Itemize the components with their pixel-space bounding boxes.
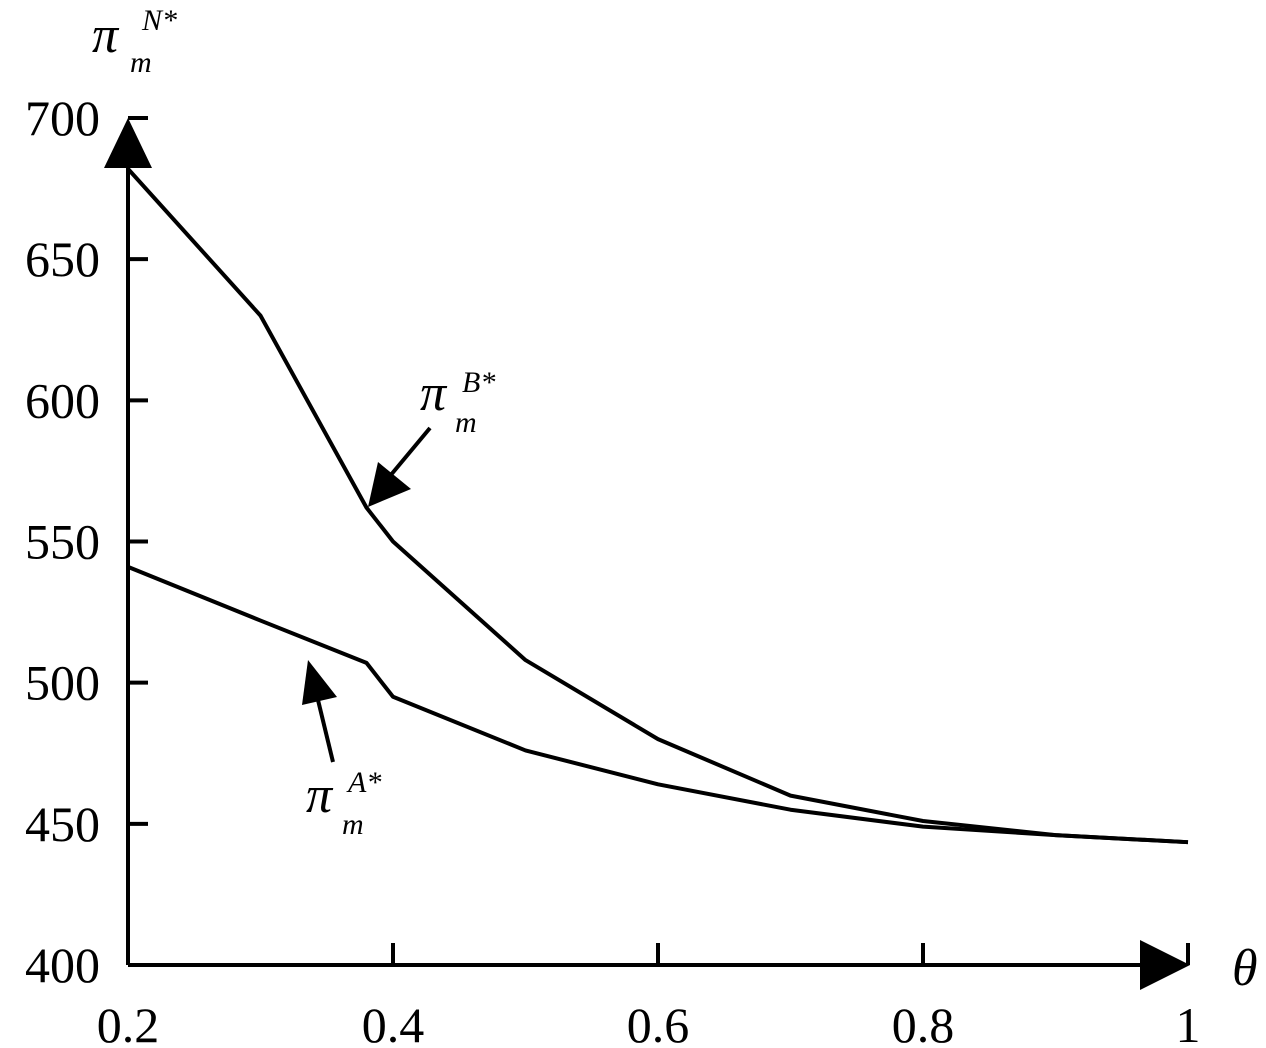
y-tick-label: 500: [25, 655, 100, 711]
y-tick-label: 550: [25, 514, 100, 570]
annotation-sub: m: [455, 406, 477, 439]
y-tick-label: 650: [25, 231, 100, 287]
axes: [126, 140, 1150, 967]
annotation-arrow: [388, 426, 432, 478]
y-tick-label: 400: [25, 937, 100, 993]
y-label-symbol: π: [92, 7, 120, 64]
x-tick-label: 0.2: [97, 997, 160, 1048]
y-tick-label: 450: [25, 796, 100, 852]
annotation-arrow: [316, 699, 335, 763]
annotation-a: π m A*: [302, 660, 381, 841]
y-tick-label: 700: [25, 90, 100, 146]
line: [126, 167, 1189, 845]
annotation-sup: A*: [346, 766, 381, 799]
y-label-sup: N*: [141, 4, 177, 37]
line: [127, 565, 1189, 845]
x-tick-label: 0.8: [892, 997, 955, 1048]
annotation-sub: m: [342, 808, 364, 841]
y-tick-label: 600: [25, 372, 100, 428]
annotation-b: π m B*: [368, 365, 495, 507]
x-tick-label: 0.6: [627, 997, 690, 1048]
x-tick-label: 1: [1176, 997, 1201, 1048]
y-axis-title: π m N*: [92, 4, 177, 79]
x-axis-title: θ: [1232, 940, 1258, 997]
annotation-arrowhead: [368, 462, 411, 507]
annotation-symbol: π: [420, 365, 448, 422]
annotation-sup: B*: [462, 366, 495, 399]
annotation-symbol: π: [306, 767, 334, 824]
y-label-sub: m: [130, 46, 152, 79]
x-axis-arrow: [1140, 940, 1190, 990]
y-axis-arrow: [104, 118, 152, 168]
x-tick-label: 0.4: [362, 997, 425, 1048]
annotation-arrowhead: [302, 660, 337, 705]
